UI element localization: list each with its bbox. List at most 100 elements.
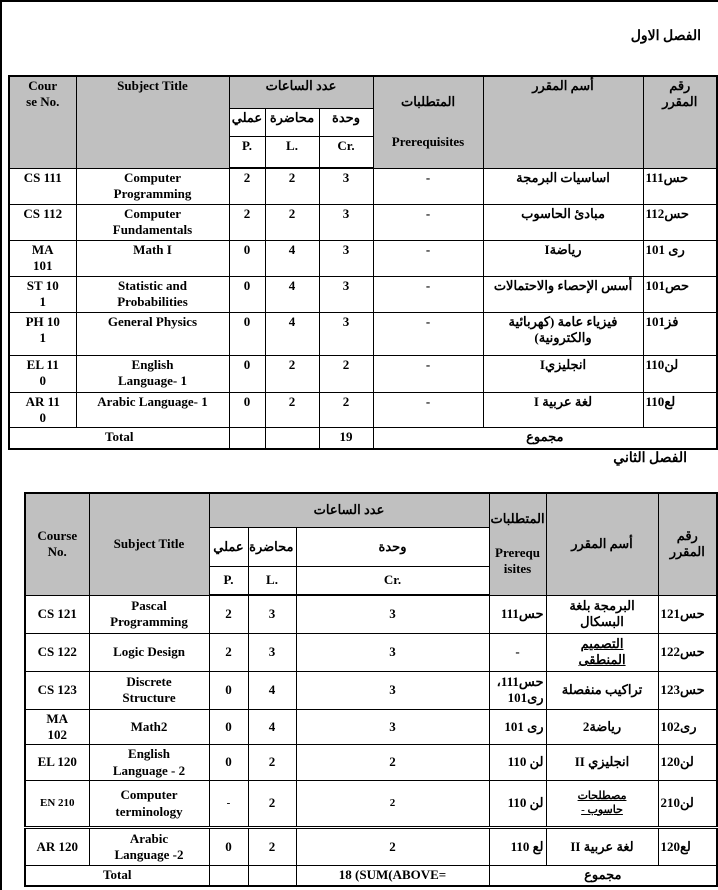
course-name-ar: انجليزي II — [545, 744, 659, 781]
subject-title: Computer Fundamentals — [75, 203, 230, 241]
practical-hours: 2 — [208, 632, 249, 672]
header-hours: عدد الساعات — [208, 492, 490, 528]
course-code: CS 122 — [24, 632, 90, 672]
course-number-ar: حس123 — [657, 670, 718, 710]
course-number-ar: فز101 — [642, 311, 718, 356]
course-name-ar: انجليزيI — [482, 354, 644, 393]
lecture-hours: 4 — [247, 708, 297, 745]
header-subject-title: Subject Title — [75, 75, 230, 169]
lecture-hours: 2 — [247, 780, 297, 828]
total-practical — [208, 865, 249, 886]
prerequisite: - — [372, 167, 484, 205]
course-code: AR 11 0 — [8, 391, 77, 428]
credit-hours: 3 — [318, 203, 374, 241]
course-name-ar: أسس الإحصاء والاحتمالات — [482, 275, 644, 313]
header-prerequisites-en: Prerequ isites — [495, 544, 541, 576]
lecture-hours: 2 — [264, 203, 320, 241]
table-row: CS 121 Pascal Programming 2 3 3 حس111 ال… — [24, 594, 718, 634]
course-name-ar: فيزياء عامة (كهربائية والكترونية) — [482, 311, 644, 356]
prerequisite: حس111 — [488, 594, 547, 634]
subject-title: Math2 — [88, 708, 210, 745]
lecture-hours: 4 — [264, 239, 320, 277]
course-number-ar: لع110 — [642, 391, 718, 428]
lecture-hours: 2 — [247, 826, 297, 866]
table-row: CS 112 Computer Fundamentals 2 2 3 - مبا… — [8, 203, 718, 241]
lecture-hours: 2 — [264, 391, 320, 428]
total-label: Total — [8, 427, 230, 449]
credit-hours: 3 — [295, 594, 490, 634]
semester-1-title: الفصل الاول — [630, 29, 701, 44]
subject-title: Logic Design — [88, 632, 210, 672]
course-code: EL 120 — [24, 744, 90, 781]
practical-hours: 0 — [208, 708, 249, 745]
prerequisite: لع 110 — [488, 826, 547, 866]
semester-1-table: Cour se No. Subject Title عدد الساعات ال… — [8, 75, 718, 450]
table-header-row: Cour se No. Subject Title عدد الساعات ال… — [8, 75, 718, 169]
header-unit-ar: وحدة — [318, 107, 374, 138]
practical-hours: 0 — [208, 744, 249, 781]
table-header-row: Course No. Subject Title عدد الساعات الم… — [24, 492, 718, 596]
table-subheader-row-ar: عملي محاضرة وحدة — [9, 107, 717, 138]
credit-hours: 2 — [295, 744, 490, 781]
credit-hours: 3 — [295, 670, 490, 710]
course-code: CS 123 — [24, 670, 90, 710]
lecture-hours: 2 — [247, 744, 297, 781]
credit-hours: 3 — [295, 708, 490, 745]
total-label-ar: مجموع — [488, 865, 718, 886]
course-name-ar: التصميم المنطقى — [545, 632, 659, 672]
total-lecture — [264, 427, 320, 449]
course-name-ar: لغة عربية I — [482, 391, 644, 428]
practical-hours: 0 — [228, 239, 266, 277]
practical-hours: 2 — [208, 594, 249, 634]
total-practical — [228, 427, 266, 449]
header-prerequisites: المتطلبات Prerequisites — [372, 75, 484, 169]
subject-title: English Language - 2 — [88, 744, 210, 781]
prerequisite: لن 110 — [488, 780, 547, 828]
subject-title: English Language- 1 — [75, 354, 230, 393]
credit-hours: 3 — [318, 275, 374, 313]
lecture-hours: 4 — [264, 275, 320, 313]
lecture-hours: 2 — [264, 167, 320, 205]
subject-title: Computer Programming — [75, 167, 230, 205]
course-code: ST 10 1 — [8, 275, 77, 313]
course-number-ar: لن120 — [657, 744, 718, 781]
table-row: PH 10 1 General Physics 0 4 3 - فيزياء ع… — [8, 311, 718, 356]
practical-hours: 0 — [228, 275, 266, 313]
prerequisite: - — [372, 203, 484, 241]
lecture-hours: 2 — [264, 354, 320, 393]
credit-hours: 2 — [318, 391, 374, 428]
practical-hours: 2 — [228, 203, 266, 241]
header-course-no: Cour se No. — [8, 75, 77, 169]
lecture-hours: 3 — [247, 632, 297, 672]
course-code: PH 10 1 — [8, 311, 77, 356]
header-course-name-ar: أسم المقرر — [482, 75, 644, 169]
course-number-ar: رى 101 — [642, 239, 718, 277]
course-number-ar: حس111 — [642, 167, 718, 205]
course-code: CS 111 — [8, 167, 77, 205]
header-practical-en: P. — [208, 566, 249, 597]
table-row: ST 10 1 Statistic and Probabilities 0 4 … — [8, 275, 718, 313]
lecture-hours: 4 — [264, 311, 320, 356]
credit-hours: 3 — [318, 311, 374, 356]
practical-hours: 0 — [228, 354, 266, 393]
semester-2-table: Course No. Subject Title عدد الساعات الم… — [24, 492, 718, 887]
header-course-no: Course No. — [24, 492, 90, 596]
prerequisite: رى 101 — [488, 708, 547, 745]
header-prerequisites-ar: المتطلبات — [490, 511, 545, 527]
subject-title: Discrete Structure — [88, 670, 210, 710]
course-name-ar: تراكيب منفصلة — [545, 670, 659, 710]
course-name-ar: لغة عربية II — [545, 826, 659, 866]
table-row: CS 123 Discrete Structure 0 4 3 حس111، ر… — [24, 670, 718, 710]
header-hours: عدد الساعات — [228, 75, 374, 109]
header-practical-en: P. — [228, 136, 266, 170]
course-number-ar: حس121 — [657, 594, 718, 634]
course-name-ar: مبادئ الحاسوب — [482, 203, 644, 241]
header-prerequisites-en: Prerequisites — [391, 134, 465, 149]
course-code: MA 102 — [24, 708, 90, 745]
prerequisite: - — [372, 275, 484, 313]
lecture-hours: 3 — [247, 594, 297, 634]
course-number-ar: حس112 — [642, 203, 718, 241]
prerequisite: حس111، رى101 — [488, 670, 547, 710]
credit-hours: 3 — [318, 239, 374, 277]
subject-title: Statistic and Probabilities — [75, 275, 230, 313]
